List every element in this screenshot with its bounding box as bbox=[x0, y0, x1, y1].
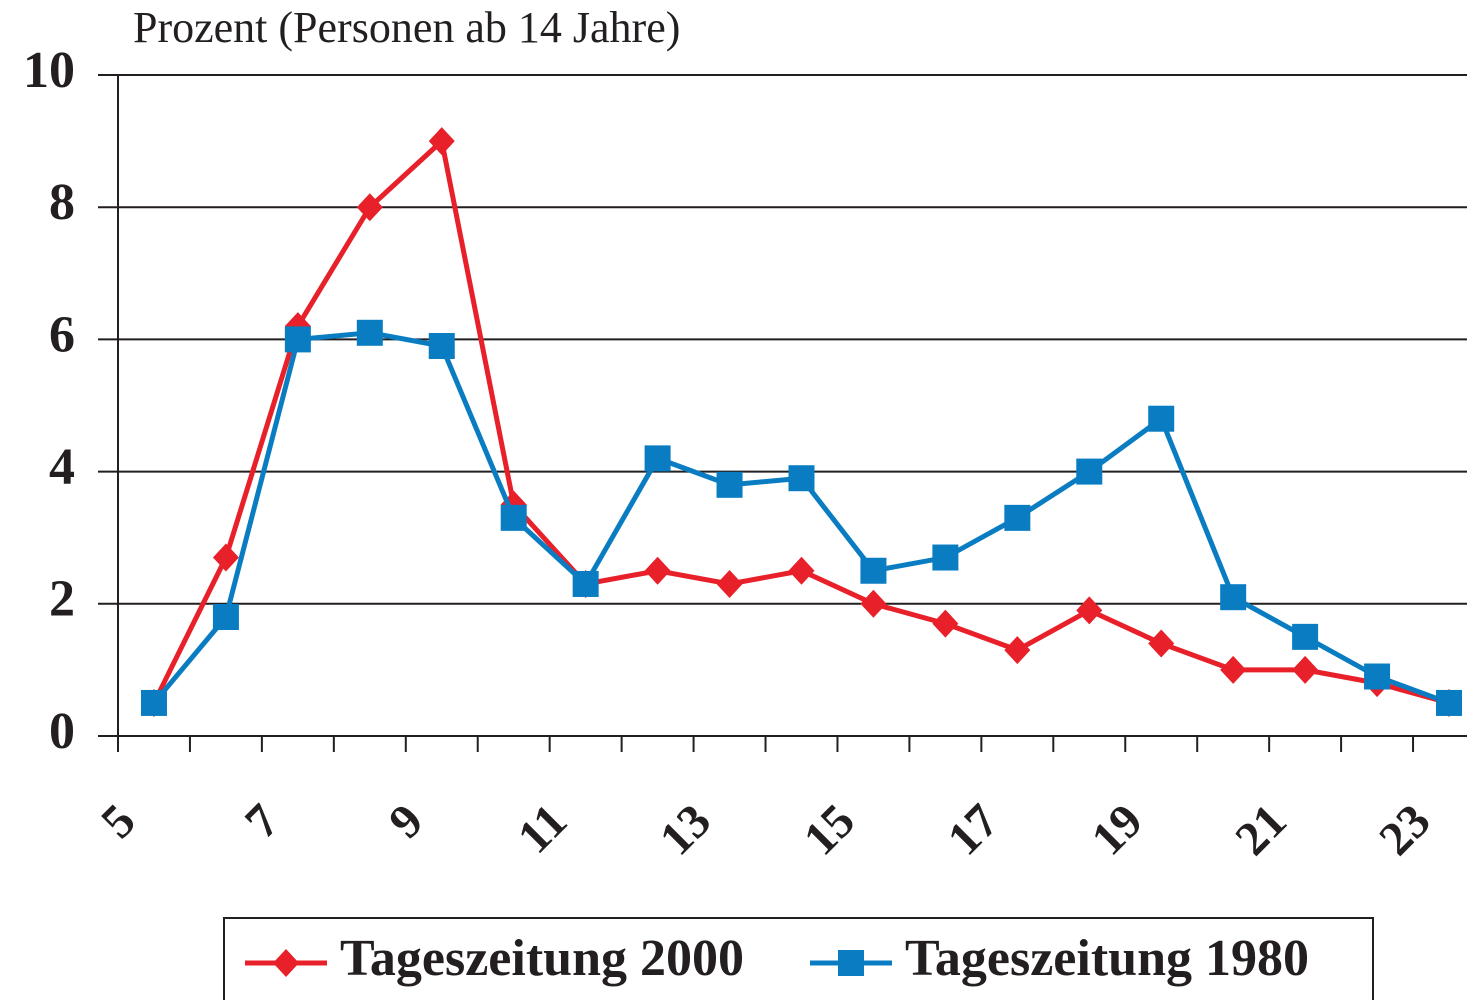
marker bbox=[356, 319, 383, 346]
legend-box bbox=[223, 917, 1374, 1000]
marker bbox=[1076, 458, 1103, 485]
marker bbox=[644, 445, 671, 472]
y-tick-label: 4 bbox=[49, 439, 75, 496]
marker bbox=[428, 333, 455, 360]
x-tick-label: 21 bbox=[1225, 794, 1296, 865]
y-tick-label: 0 bbox=[49, 703, 75, 760]
y-tick-label: 10 bbox=[23, 42, 75, 99]
marker bbox=[356, 193, 383, 222]
legend-label: Tageszeitung 2000 bbox=[340, 930, 744, 987]
legend-marker bbox=[273, 949, 299, 977]
x-tick-label: 17 bbox=[938, 794, 1009, 865]
marker bbox=[860, 589, 887, 618]
x-tick-label: 19 bbox=[1081, 794, 1152, 865]
legend-label: Tageszeitung 1980 bbox=[905, 930, 1309, 987]
marker bbox=[1148, 629, 1175, 658]
series-line bbox=[152, 330, 1450, 706]
marker bbox=[1148, 405, 1175, 432]
x-tick-label: 13 bbox=[650, 794, 721, 865]
marker bbox=[1292, 623, 1319, 650]
marker bbox=[788, 465, 815, 492]
x-tick-label: 23 bbox=[1369, 794, 1440, 865]
marker bbox=[932, 544, 959, 571]
marker bbox=[1292, 655, 1319, 684]
marker bbox=[1436, 689, 1463, 716]
marker bbox=[212, 604, 239, 631]
marker bbox=[788, 556, 815, 585]
marker bbox=[428, 127, 455, 156]
series-line bbox=[151, 136, 1450, 706]
marker bbox=[1004, 636, 1031, 665]
marker bbox=[716, 569, 743, 598]
marker bbox=[932, 609, 959, 638]
legend-marker bbox=[838, 950, 864, 976]
marker bbox=[1364, 663, 1391, 690]
marker bbox=[140, 689, 167, 716]
marker bbox=[1220, 655, 1247, 684]
x-tick-label: 9 bbox=[379, 794, 433, 848]
marker bbox=[1076, 596, 1103, 625]
chart-title: Prozent (Personen ab 14 Jahre) bbox=[133, 3, 680, 52]
y-tick-label: 8 bbox=[49, 174, 75, 231]
marker bbox=[644, 556, 671, 585]
x-tick-label: 11 bbox=[508, 794, 578, 864]
marker bbox=[572, 570, 599, 597]
marker bbox=[1004, 504, 1031, 531]
marker bbox=[860, 557, 887, 584]
x-tick-label: 7 bbox=[235, 794, 289, 848]
marker bbox=[284, 326, 311, 353]
marker bbox=[1220, 584, 1247, 611]
x-tick-label: 5 bbox=[91, 794, 145, 848]
marker bbox=[500, 504, 527, 531]
x-tick-label: 15 bbox=[794, 794, 865, 865]
y-tick-label: 2 bbox=[49, 571, 75, 628]
y-tick-label: 6 bbox=[49, 306, 75, 363]
marker bbox=[716, 471, 743, 498]
marker bbox=[212, 543, 239, 572]
